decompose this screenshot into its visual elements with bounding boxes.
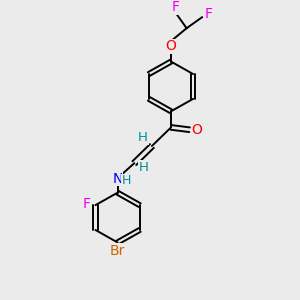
Text: F: F [205,7,213,21]
Text: H: H [122,175,131,188]
Text: F: F [83,197,91,211]
Text: F: F [171,0,179,14]
Text: O: O [166,39,176,53]
Text: N: N [112,172,123,186]
Text: H: H [139,161,149,174]
Text: H: H [138,131,148,144]
Text: O: O [192,123,203,137]
Text: Br: Br [110,244,125,258]
